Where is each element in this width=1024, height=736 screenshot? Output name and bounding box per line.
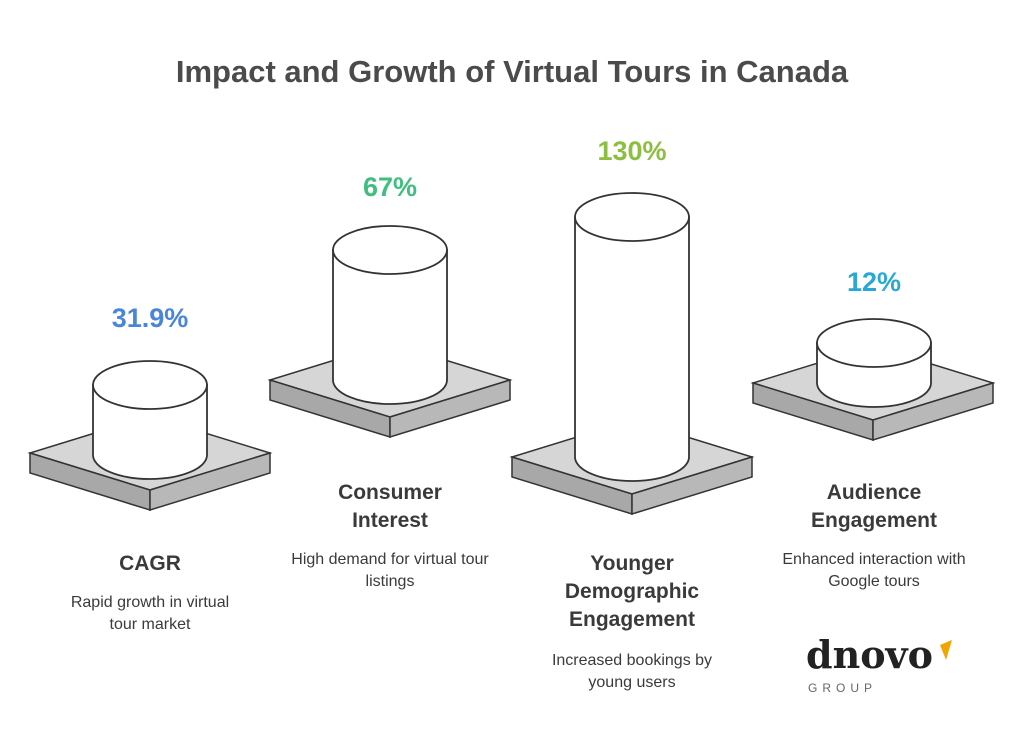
desc-audience-engagement: Enhanced interaction with Google tours [782,551,966,590]
logo-subtitle: GROUP [808,681,878,695]
desc-cagr: Rapid growth in virtual tour market [70,594,230,633]
cylinder-audience-engagement [816,318,932,408]
desc-consumer-interest: High demand for virtual tour listings [291,551,489,590]
logo-accent-icon [940,640,952,660]
page-title: Impact and Growth of Virtual Tours in Ca… [175,54,849,89]
label-audience-engagement: Audience Engagement [810,481,938,532]
percent-consumer-interest: 67% [362,172,418,202]
percent-cagr: 31.9% [111,303,189,333]
cylinder-consumer-interest [332,225,448,405]
label-younger-demographic: Younger Demographic Engagement [564,552,700,631]
percent-younger-demographic: 130% [597,136,667,166]
label-cagr: CAGR [119,552,181,575]
logo-wordmark: dnovo [806,632,933,677]
cylinder-cagr [92,360,208,480]
desc-younger-demographic: Increased bookings by young users [551,652,713,691]
cylinder-younger-demographic [574,192,690,482]
percent-audience-engagement: 12% [846,267,902,297]
label-consumer-interest: Consumer Interest [338,481,442,532]
